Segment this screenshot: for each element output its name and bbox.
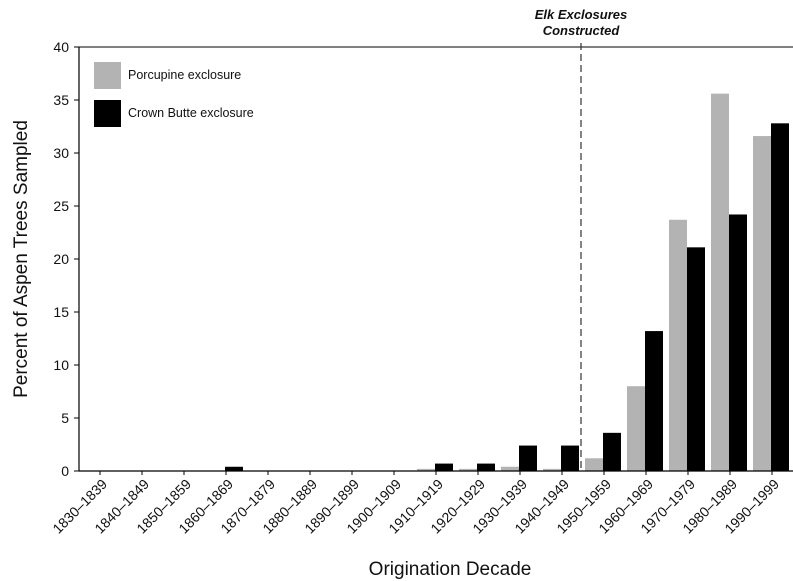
legend-label: Porcupine exclosure — [128, 68, 241, 82]
bar-crown-butte — [771, 123, 789, 471]
bar-crown-butte — [225, 466, 243, 471]
bar-porcupine — [669, 219, 687, 471]
bar-crown-butte — [603, 432, 621, 471]
y-tick-label: 0 — [61, 463, 69, 479]
bar-porcupine — [501, 466, 519, 471]
bar-crown-butte — [687, 247, 705, 471]
legend-swatch — [94, 100, 121, 127]
bar-porcupine — [459, 468, 477, 471]
y-tick-label: 35 — [53, 92, 69, 108]
legend: Porcupine exclosure Crown Butte exclosure — [94, 62, 254, 127]
bar-porcupine — [627, 386, 645, 471]
y-tick-label: 30 — [53, 145, 69, 161]
bar-crown-butte — [645, 331, 663, 471]
bar-crown-butte — [729, 214, 747, 472]
bar-crown-butte — [561, 445, 579, 471]
legend-swatch — [94, 62, 121, 89]
y-tick-label: 10 — [53, 357, 69, 373]
y-tick-label: 40 — [53, 39, 69, 55]
exclosure-annotation-text: Constructed — [543, 23, 621, 38]
legend-label: Crown Butte exclosure — [128, 106, 254, 120]
y-tick-label: 5 — [61, 410, 69, 426]
bar-porcupine — [543, 468, 561, 471]
bar-crown-butte — [435, 463, 453, 471]
y-axis-title: Percent of Aspen Trees Sampled — [11, 120, 32, 398]
bar-crown-butte — [477, 463, 495, 471]
y-tick-label: 20 — [53, 251, 69, 267]
exclosure-annotation-text: Elk Exclosures — [535, 7, 628, 22]
y-tick-label: 15 — [53, 304, 69, 320]
bar-porcupine — [585, 458, 603, 471]
x-axis-title: Origination Decade — [369, 559, 532, 580]
bar-crown-butte — [519, 445, 537, 471]
bars — [225, 93, 789, 472]
bar-porcupine — [711, 93, 729, 471]
bar-porcupine — [417, 468, 435, 471]
y-tick-label: 25 — [53, 198, 69, 214]
bar-porcupine — [753, 136, 771, 472]
